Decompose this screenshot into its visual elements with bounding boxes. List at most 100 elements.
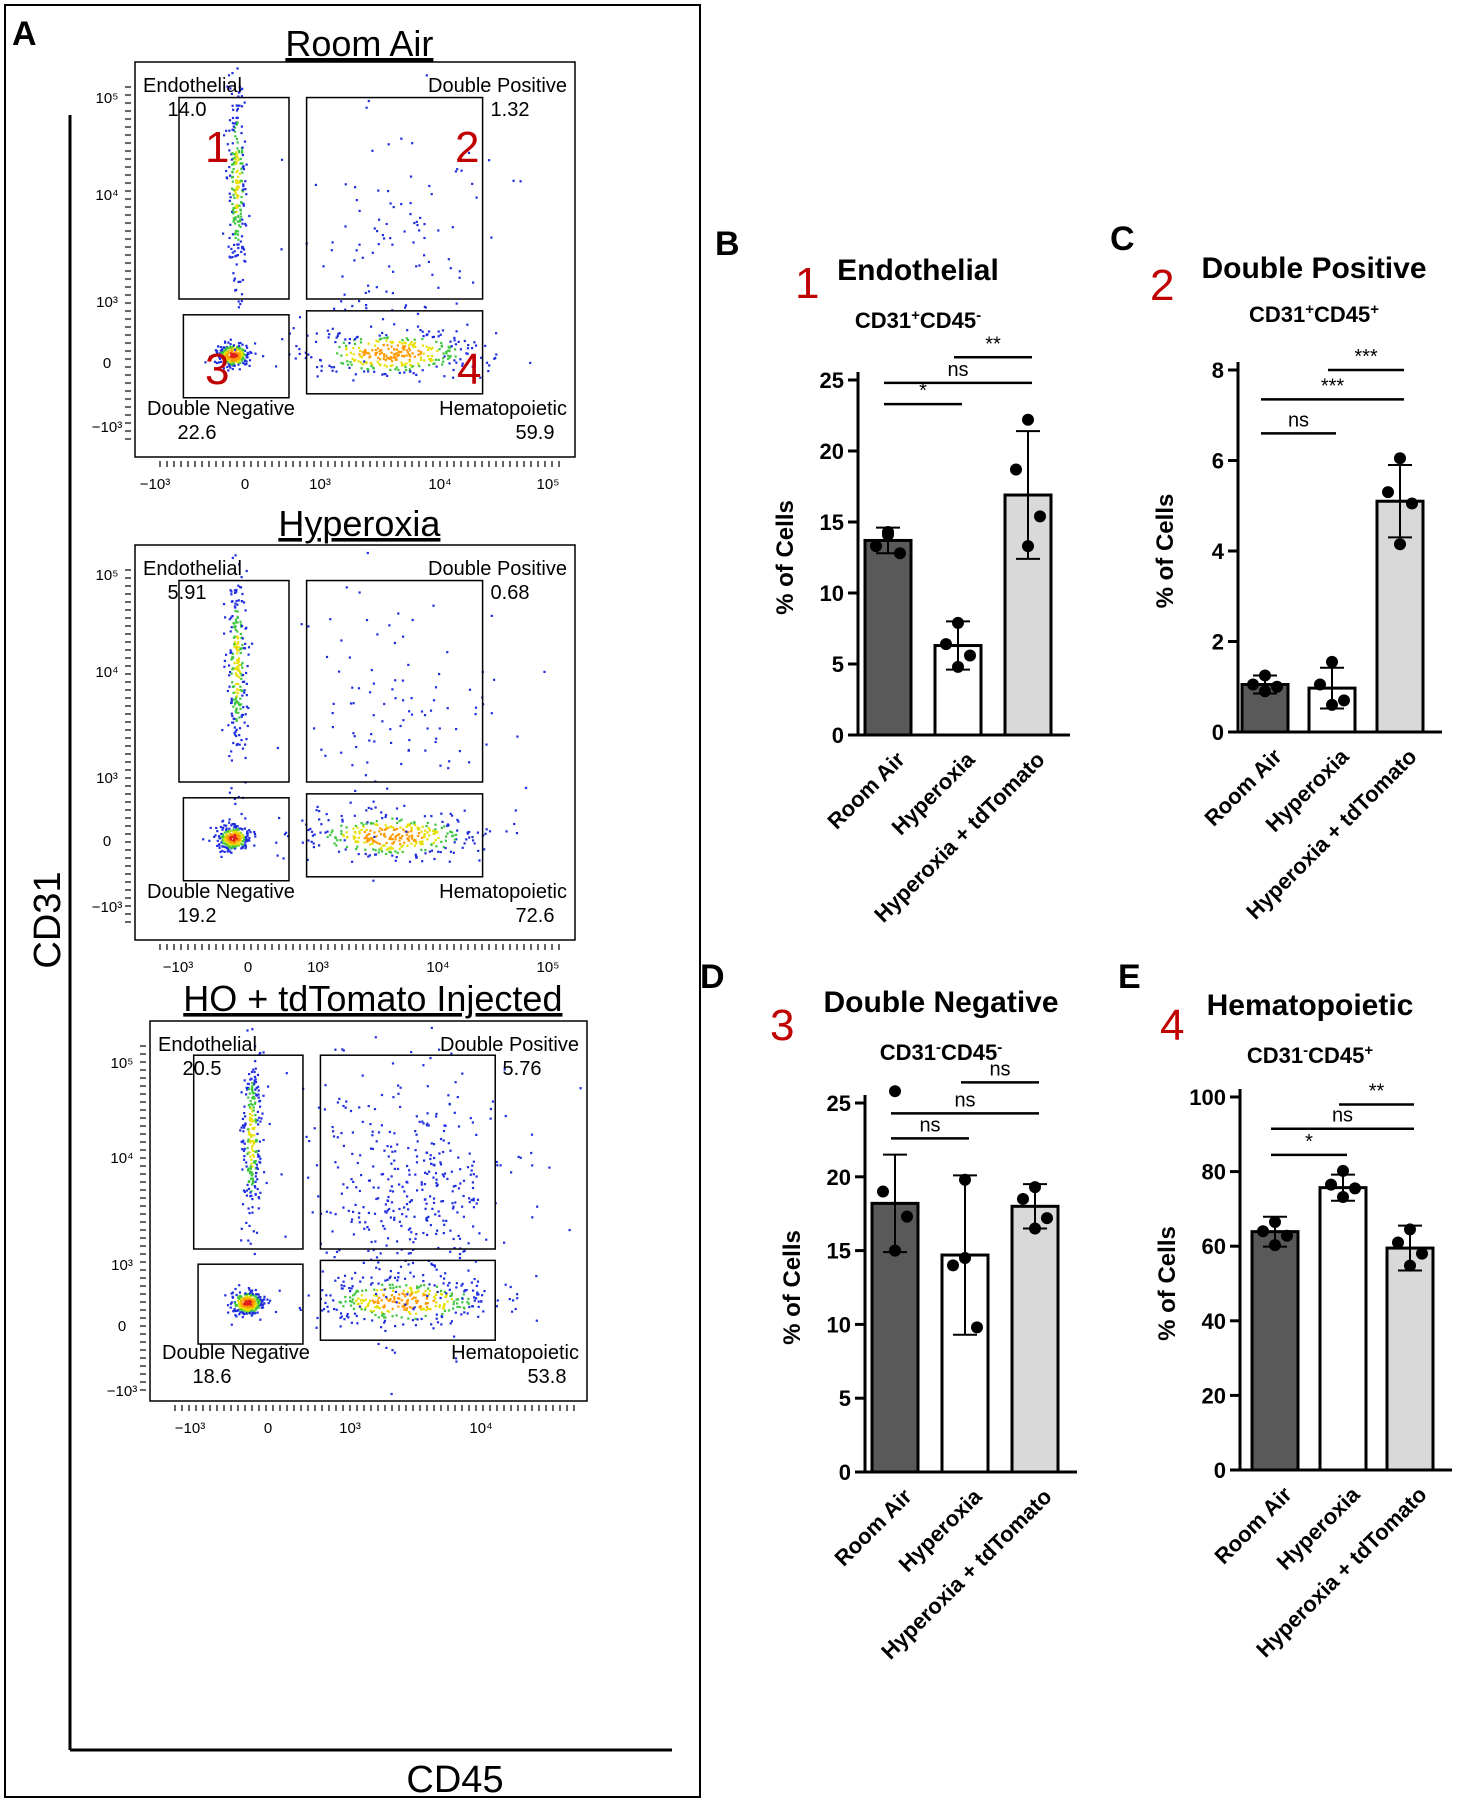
- flow-event: [425, 1309, 428, 1312]
- flow-event: [372, 1310, 375, 1313]
- flow-event: [466, 1312, 469, 1315]
- flow-event: [247, 706, 250, 710]
- flow-event: [232, 828, 235, 831]
- flow-event: [362, 1299, 366, 1302]
- flow-event: [235, 711, 238, 714]
- flow-event: [240, 1239, 243, 1242]
- flow-event: [386, 337, 389, 340]
- flow-event: [315, 340, 318, 343]
- flow-event: [433, 830, 436, 833]
- flow-event: [230, 750, 233, 753]
- flow-event: [378, 842, 381, 846]
- flow-event: [402, 1323, 405, 1326]
- data-point: [1404, 1223, 1416, 1236]
- flow-event: [343, 293, 346, 296]
- flow-event: [366, 1226, 369, 1229]
- flow-event: [342, 1183, 345, 1186]
- flow-event: [375, 1197, 378, 1201]
- flow-event: [360, 1174, 363, 1177]
- flow-event: [407, 839, 410, 842]
- flow-event: [415, 855, 418, 858]
- flow-event: [443, 1309, 447, 1312]
- flow-event: [222, 842, 225, 845]
- flow-event: [254, 1118, 257, 1121]
- flow-event: [432, 1143, 436, 1146]
- flow-event: [384, 1329, 387, 1332]
- flow-event: [227, 1311, 230, 1314]
- flow-event: [251, 1089, 254, 1092]
- flow-event: [364, 352, 367, 355]
- flow-event: [381, 817, 384, 820]
- flow-event: [245, 840, 248, 843]
- flow-event: [441, 1173, 444, 1176]
- chart-subtitle: CD31+CD45+: [1249, 301, 1379, 328]
- flow-event: [249, 1309, 252, 1312]
- flow-event: [222, 351, 225, 354]
- flow-event: [410, 1290, 413, 1293]
- flow-event: [372, 1248, 375, 1252]
- flow-event: [245, 626, 248, 629]
- flow-event: [216, 353, 219, 356]
- flow-event: [453, 1111, 456, 1114]
- flow-event: [466, 352, 469, 355]
- flow-event: [348, 1287, 351, 1290]
- flow-event: [380, 1326, 383, 1329]
- flow-event: [415, 1312, 418, 1315]
- flow-event: [252, 1230, 255, 1233]
- flow-event: [243, 101, 246, 104]
- flow-event: [353, 1312, 357, 1315]
- flow-event: [381, 373, 384, 376]
- flow-event: [255, 1086, 258, 1089]
- flow-event: [419, 1284, 423, 1287]
- flow-event: [452, 1185, 455, 1188]
- flow-event: [350, 1178, 353, 1181]
- flow-event: [275, 841, 278, 844]
- flow-event: [435, 845, 438, 848]
- y-tick-label: −10³: [92, 899, 122, 916]
- flow-event: [229, 1306, 232, 1309]
- flow-event: [410, 842, 413, 845]
- flow-event: [417, 1290, 420, 1293]
- flow-event: [457, 340, 460, 343]
- flow-event: [236, 121, 239, 124]
- flow-event: [234, 554, 237, 557]
- flow-event: [230, 1301, 233, 1304]
- flow-event: [426, 1294, 429, 1297]
- flow-event: [337, 850, 341, 853]
- flow-event: [316, 366, 319, 369]
- flow-event: [239, 225, 242, 228]
- flow-event: [230, 697, 233, 700]
- flow-event: [463, 339, 466, 343]
- flow-event: [346, 363, 350, 366]
- flow-event: [254, 1078, 257, 1081]
- flow-event: [252, 1149, 255, 1153]
- flow-event: [422, 1307, 425, 1310]
- flow-event: [353, 1293, 356, 1296]
- flow-event: [381, 1314, 384, 1317]
- flow-event: [409, 1227, 412, 1230]
- flow-event: [245, 738, 248, 741]
- flow-event: [340, 1284, 343, 1287]
- flow-event: [420, 1181, 423, 1184]
- flow-event: [473, 1299, 476, 1302]
- flow-event: [228, 674, 231, 677]
- flow-event: [213, 360, 217, 363]
- flow-event: [455, 330, 458, 333]
- flow-event: [413, 1296, 416, 1299]
- flow-event: [403, 230, 406, 233]
- flow-event: [410, 1051, 413, 1054]
- flow-event: [250, 1190, 253, 1193]
- flow-plot-title: HO + tdTomato Injected: [183, 978, 562, 1019]
- flow-event: [480, 356, 483, 359]
- flow-event: [381, 234, 384, 237]
- flow-event: [326, 1305, 329, 1308]
- flow-event: [231, 116, 235, 120]
- flow-event: [245, 1312, 248, 1315]
- flow-event: [399, 1105, 402, 1108]
- flow-event: [435, 1285, 439, 1288]
- flow-event: [374, 1300, 377, 1303]
- flow-event: [456, 829, 459, 832]
- flow-event: [495, 1160, 498, 1164]
- flow-event: [400, 361, 403, 364]
- flow-event: [419, 329, 422, 332]
